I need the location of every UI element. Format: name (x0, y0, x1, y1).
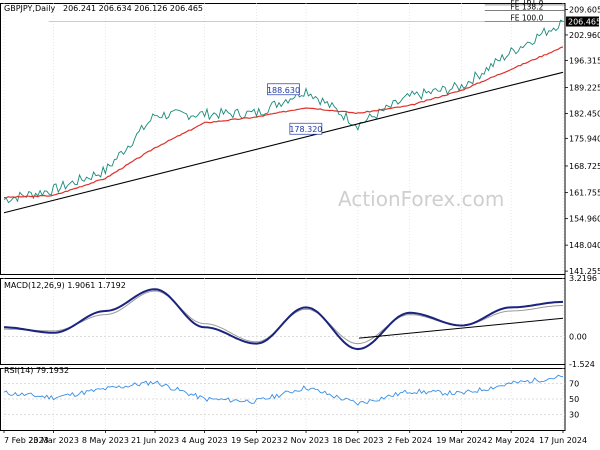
macd-panel (4, 288, 565, 351)
price-trendline (3, 71, 564, 214)
annotation-label: 188.630 (267, 86, 300, 95)
y-tick-label: 196.315 (569, 56, 600, 65)
price-annotations: 188.630 178.320 (267, 83, 323, 135)
y-tick-label: 148.040 (569, 241, 600, 250)
x-tick-label: 23 Mar 2023 (28, 436, 79, 445)
sma-line (3, 46, 564, 199)
macd-axis: 3.2196 0.00 -1.524 (569, 274, 597, 369)
x-tick-label: 2 Feb 2024 (387, 436, 432, 445)
y-tick-label: 189.225 (569, 83, 600, 92)
macd-trendline (358, 317, 564, 339)
x-tick-label: 21 Jun 2023 (131, 436, 179, 445)
x-tick-label: 17 Jun 2024 (539, 436, 587, 445)
macd-tick-label: 0.00 (569, 332, 587, 341)
y-tick-label: 202.960 (569, 31, 600, 40)
symbol-label: GBPJPY,Daily (4, 4, 55, 13)
fib-label: FE 138.2 (510, 3, 543, 12)
rsi-tick-label: 30 (569, 411, 579, 420)
rsi-tick-label: 50 (569, 395, 579, 404)
rsi-axis: 70 50 30 (569, 380, 579, 420)
x-tick-label: 18 Dec 2023 (332, 436, 383, 445)
current-price-value: 206.465 (568, 18, 600, 27)
price-panel (3, 19, 564, 214)
price-header: GBPJPY,Daily 206.241 206.634 206.126 206… (4, 4, 203, 13)
rsi-panel (3, 374, 565, 415)
fibonacci-levels: FE 161.8FE 138.2FE 100.0 206.465 (48, 0, 600, 27)
ohlc-values: 206.241 206.634 206.126 206.465 (63, 4, 203, 13)
rsi-tick-label: 70 (569, 380, 579, 389)
rsi-frame (0, 368, 566, 431)
macd-label: MACD(12,26,9) 1.9061 1.7192 (4, 281, 126, 290)
macd-tick-label: -1.524 (569, 360, 595, 369)
grid-lines (3, 3, 564, 430)
rsi-line (3, 374, 564, 406)
y-tick-label: 182.450 (569, 109, 600, 118)
y-tick-label: 141.255 (569, 267, 600, 276)
y-tick-label: 161.755 (569, 189, 600, 198)
annotation-label: 178.320 (289, 125, 322, 134)
x-tick-label: 7 Feb 2023 (4, 436, 49, 445)
y-tick-label: 154.960 (569, 215, 600, 224)
watermark: ActionForex.com (338, 187, 504, 211)
x-tick-label: 4 Aug 2023 (182, 436, 228, 445)
macd-line (4, 288, 564, 351)
current-price-tag (566, 16, 599, 27)
x-tick-label: 19 Sep 2023 (231, 436, 282, 445)
x-tick-label: 8 May 2023 (82, 436, 129, 445)
y-tick-label: 209.605 (569, 5, 600, 14)
annotation-box (267, 83, 300, 96)
x-tick-label: 19 Mar 2024 (436, 436, 487, 445)
price-frame (0, 3, 566, 275)
fib-label: FE 100.0 (510, 13, 543, 22)
x-tick-label: 2 Nov 2023 (283, 436, 329, 445)
annotation-box (289, 122, 323, 135)
y-tick-label: 168.725 (569, 162, 600, 171)
price-line (3, 19, 564, 204)
macd-tick-label: 3.2196 (569, 274, 597, 283)
x-tick-label: 2 May 2024 (488, 436, 535, 445)
price-axis: 209.605 202.960 196.315 189.225 182.450 175.9… (565, 5, 600, 276)
rsi-label: RSI(14) 79.1932 (4, 366, 69, 375)
panel-frames (0, 3, 566, 431)
macd-frame (0, 278, 566, 365)
fib-label: FE 161.8 (510, 0, 543, 6)
y-tick-label: 175.940 (569, 134, 600, 143)
